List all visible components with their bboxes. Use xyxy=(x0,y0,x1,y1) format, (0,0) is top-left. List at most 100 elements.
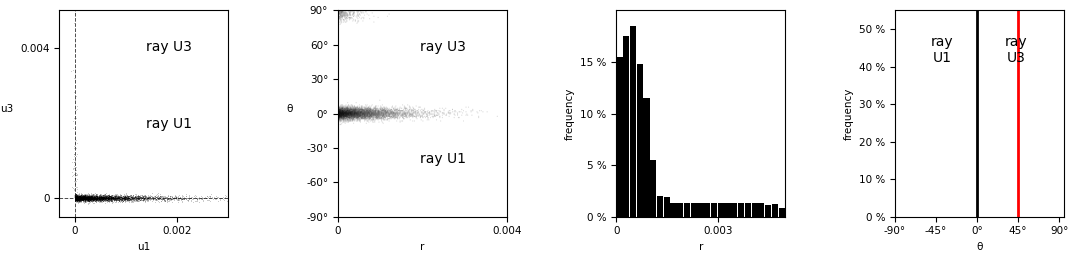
Point xyxy=(67,198,84,202)
Point xyxy=(118,196,135,200)
Point xyxy=(93,195,110,199)
Point xyxy=(89,194,106,198)
Point xyxy=(75,195,92,199)
Point xyxy=(81,196,98,200)
Point xyxy=(106,196,123,200)
Point xyxy=(85,195,103,199)
Point xyxy=(122,199,139,203)
Point xyxy=(87,196,105,200)
Point xyxy=(68,194,85,198)
Point xyxy=(197,195,214,199)
Point xyxy=(108,196,125,200)
Point xyxy=(109,196,126,200)
Point xyxy=(76,195,93,199)
Point xyxy=(106,194,123,198)
Point xyxy=(91,195,108,199)
Point xyxy=(105,197,122,201)
Point xyxy=(175,197,192,201)
Point xyxy=(102,196,119,200)
Point xyxy=(76,196,93,200)
Point xyxy=(81,196,98,200)
Point xyxy=(80,195,97,199)
Point xyxy=(133,196,150,200)
Point xyxy=(68,194,85,198)
Point xyxy=(96,197,113,201)
Point xyxy=(91,195,108,199)
Point xyxy=(103,196,120,200)
Point xyxy=(68,195,85,199)
Point xyxy=(70,196,87,200)
Point xyxy=(112,195,130,199)
Point xyxy=(69,198,86,202)
Point xyxy=(89,196,106,200)
Point xyxy=(80,196,97,200)
Point xyxy=(79,197,96,201)
Point xyxy=(75,196,92,200)
Point xyxy=(99,194,117,198)
Point xyxy=(66,172,83,176)
Point xyxy=(82,196,99,200)
Point xyxy=(95,195,112,199)
Point xyxy=(71,199,89,204)
Point xyxy=(98,197,116,201)
Point xyxy=(180,194,198,198)
Point xyxy=(67,197,84,201)
Point xyxy=(89,197,106,201)
Point xyxy=(77,195,94,199)
Point xyxy=(139,196,157,200)
Point xyxy=(75,196,92,200)
Point xyxy=(86,196,104,200)
Point xyxy=(82,199,99,203)
Point xyxy=(69,196,86,200)
Point xyxy=(146,196,163,200)
Point xyxy=(114,195,132,199)
Point xyxy=(91,196,108,200)
Point xyxy=(119,197,136,201)
Point xyxy=(75,194,92,198)
Point xyxy=(114,194,132,198)
Point xyxy=(67,196,84,200)
Point xyxy=(73,197,91,201)
Point xyxy=(75,199,92,203)
Point xyxy=(86,196,104,200)
Point xyxy=(160,199,177,203)
Point xyxy=(111,198,129,202)
Point xyxy=(75,198,92,202)
Point xyxy=(80,198,97,202)
Point xyxy=(67,196,84,200)
Point xyxy=(139,195,157,199)
Point xyxy=(89,196,106,200)
Point xyxy=(103,196,120,200)
Point xyxy=(116,195,133,199)
Point xyxy=(96,197,113,201)
Point xyxy=(131,196,148,200)
Point xyxy=(83,198,100,203)
Point xyxy=(181,196,199,200)
Point xyxy=(70,198,87,203)
Point xyxy=(69,194,86,198)
Point xyxy=(67,198,84,203)
Point xyxy=(85,196,103,200)
Point xyxy=(85,197,103,201)
Point xyxy=(68,197,85,201)
Point xyxy=(73,195,91,199)
Point xyxy=(154,197,172,201)
Point xyxy=(85,197,103,201)
Point xyxy=(71,196,89,200)
Point xyxy=(79,195,96,199)
Point xyxy=(69,195,86,199)
Point xyxy=(78,196,95,200)
Point xyxy=(78,194,95,198)
Point xyxy=(86,198,104,202)
Point xyxy=(104,197,121,201)
Point xyxy=(78,199,95,203)
Point xyxy=(147,198,164,203)
X-axis label: θ: θ xyxy=(976,242,983,252)
Point xyxy=(231,197,248,201)
Point xyxy=(68,196,85,200)
Point xyxy=(79,196,96,200)
Point xyxy=(89,197,106,201)
Point xyxy=(87,193,105,197)
Point xyxy=(92,197,109,201)
Point xyxy=(116,194,133,198)
